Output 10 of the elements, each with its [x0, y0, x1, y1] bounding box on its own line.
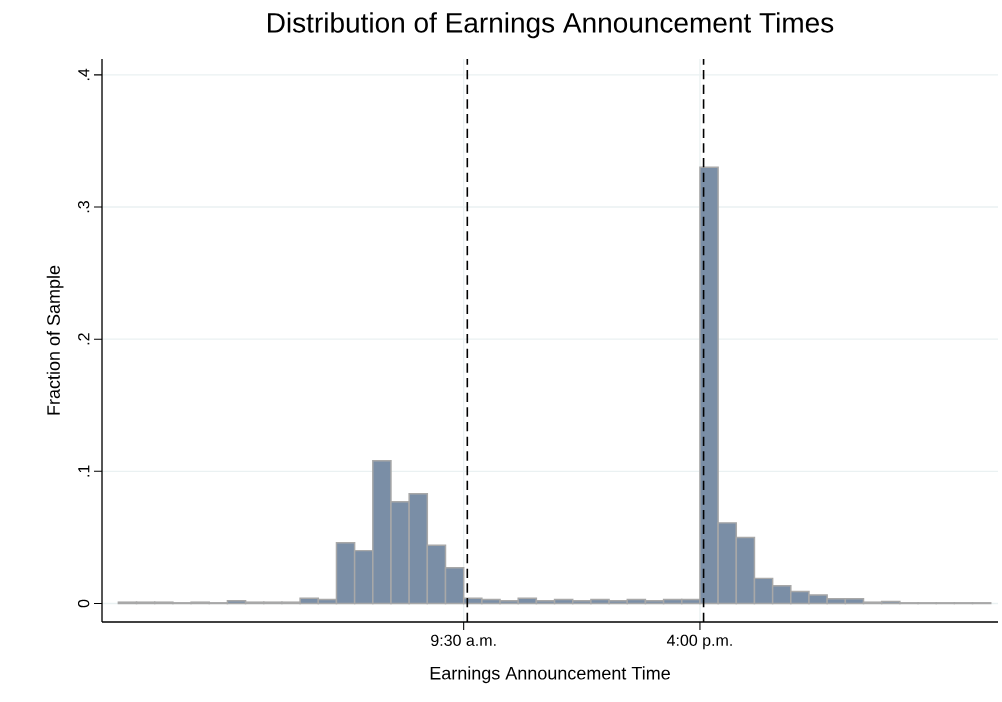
- y-tick-label: .2: [78, 333, 90, 345]
- x-axis-title: Earnings Announcement Time: [430, 666, 670, 684]
- x-tick-label: 9:30 a.m.: [431, 634, 496, 647]
- y-tick-label: .1: [78, 465, 90, 477]
- y-tick-label: 0: [77, 599, 90, 608]
- y-tick-label: .4: [78, 68, 90, 81]
- chart-title: Distribution of Earnings Announcement Times: [268, 12, 834, 39]
- y-tick-label: .3: [77, 201, 90, 213]
- x-tick-label: 4:00 p.m.: [666, 634, 732, 650]
- y-axis-title: Fraction of Sample: [46, 265, 64, 415]
